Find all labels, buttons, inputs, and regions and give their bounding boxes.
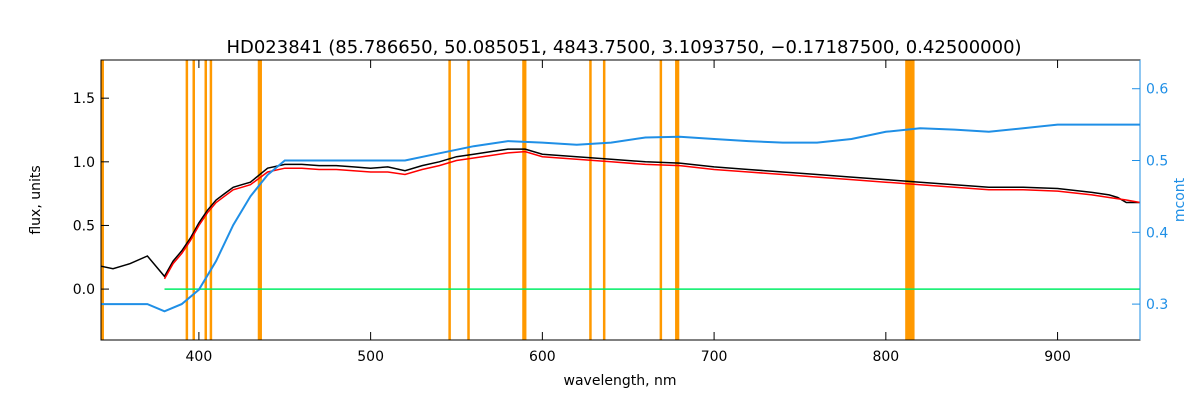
y2-tick-label-1: 0.4 xyxy=(1146,225,1168,241)
x-tick-label-4: 800 xyxy=(872,349,899,365)
x-tick-label-2: 600 xyxy=(529,349,556,365)
y-tick-label-3: 1.5 xyxy=(73,91,95,107)
y-tick-label-0: 0.0 xyxy=(73,282,95,298)
x-tick-label-0: 400 xyxy=(186,349,213,365)
plot-frame xyxy=(100,59,1141,341)
y-tick-label-2: 1.0 xyxy=(73,155,95,171)
series-continuum xyxy=(101,123,1140,313)
mask-lines xyxy=(101,60,915,340)
series-model xyxy=(163,150,1141,280)
series-observed xyxy=(100,148,1140,278)
x-axis-label: wavelength, nm xyxy=(564,373,677,389)
y2-tick-label-3: 0.6 xyxy=(1146,82,1168,98)
x-tick-label-3: 700 xyxy=(701,349,728,365)
y2-tick-label-2: 0.5 xyxy=(1146,154,1168,170)
y-axis-label: flux, units xyxy=(28,165,44,234)
axes: 400 500 600 700 800 900 0.0 0.5 1.0 1.5 0.3 0.4 0.5 0… xyxy=(73,60,1168,365)
series-layer xyxy=(100,123,1141,313)
y2-axis-label: mcont xyxy=(1172,177,1188,222)
y-tick-label-1: 0.5 xyxy=(73,218,95,234)
x-tick-label-1: 500 xyxy=(357,349,384,365)
y2-tick-label-0: 0.3 xyxy=(1146,297,1168,313)
x-tick-label-5: 900 xyxy=(1044,349,1071,365)
chart-title: HD023841 (85.786650, 50.085051, 4843.750… xyxy=(226,37,1021,58)
